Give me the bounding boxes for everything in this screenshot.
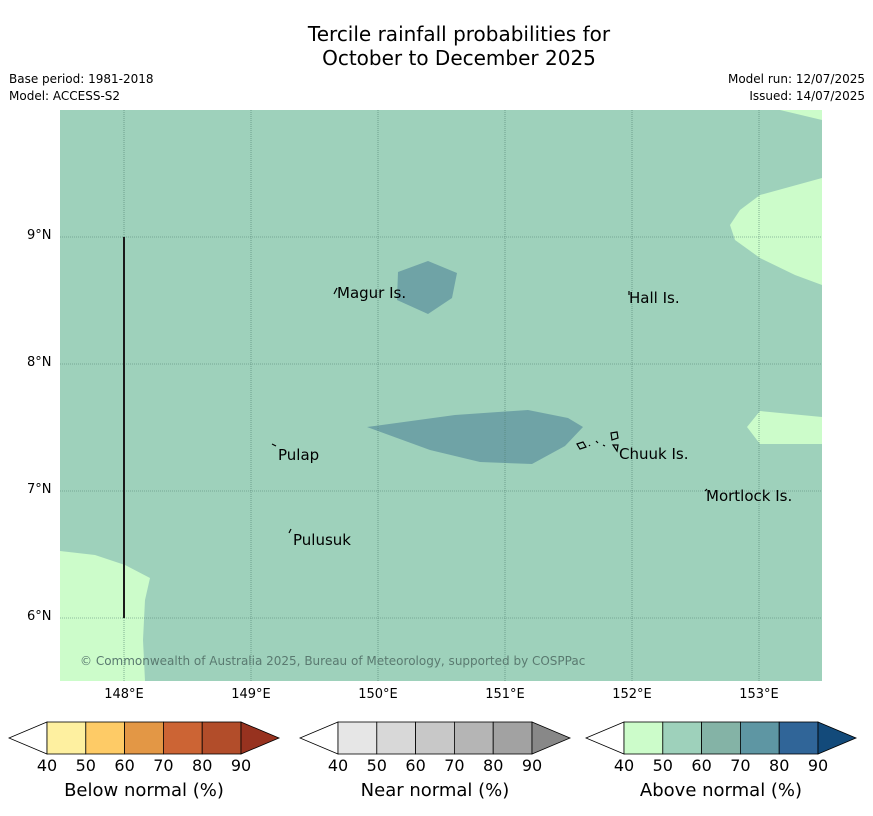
lat-label: 9°N <box>27 228 52 243</box>
lat-label: 7°N <box>27 482 52 497</box>
map-title: Tercile rainfall probabilities for Octob… <box>0 22 873 70</box>
lon-label: 148°E <box>104 687 144 702</box>
colorbar-swatch <box>85 721 126 755</box>
place-label: Pulusuk <box>293 531 351 549</box>
probability-field-50-60 <box>60 110 822 681</box>
colorbar-extend-low <box>585 721 625 755</box>
graticule <box>60 110 822 681</box>
island-magur <box>333 287 338 295</box>
base-period: Base period: 1981-2018 <box>9 72 154 86</box>
issued-date: Issued: 14/07/2025 <box>749 89 865 103</box>
colorbar-swatch <box>415 721 455 755</box>
island-chuuk-5 <box>602 444 606 447</box>
colorbar-swatch <box>337 721 378 755</box>
island-pulusuk <box>288 528 292 534</box>
place-label: Hall Is. <box>629 289 680 307</box>
colorbar-swatch <box>739 721 780 755</box>
colorbar-label-near: Near normal (%) <box>360 780 510 801</box>
colorbar-extend-high <box>531 721 572 755</box>
colorbar-tick-label: 50 <box>75 756 96 775</box>
colorbar-extend-high <box>240 721 281 755</box>
colorbar-swatch <box>376 721 417 755</box>
place-label: Mortlock Is. <box>706 487 792 505</box>
region-above-60-central <box>367 410 583 464</box>
place-label: Pulap <box>278 446 319 464</box>
colorbar-tick-label: 40 <box>613 756 635 775</box>
colorbar-tick-label: 70 <box>153 756 174 775</box>
colorbar-tick-label: 60 <box>405 756 426 775</box>
colorbar-tick-label: 70 <box>444 756 465 775</box>
island-mortlock <box>704 488 708 492</box>
colorbar-swatch <box>162 721 203 755</box>
island-chuuk-4 <box>595 440 599 444</box>
island-chuuk-2 <box>610 431 619 441</box>
island-chuuk-3 <box>611 444 619 453</box>
lon-label: 152°E <box>612 687 652 702</box>
region-above-40-bottom-left <box>60 551 150 681</box>
colorbar-tick-label: 40 <box>327 756 349 775</box>
colorbar-tick-label: 90 <box>230 756 252 775</box>
colorbar-near <box>299 721 572 755</box>
model-run: Model run: 12/07/2025 <box>727 72 865 86</box>
title-line-1: Tercile rainfall probabilities for <box>307 22 611 46</box>
meta-right: Model run: 12/07/2025 Issued: 14/07/2025 <box>728 71 865 105</box>
colorbar-swatch <box>701 721 741 755</box>
region-above-40-top-right <box>780 110 822 120</box>
place-label: Chuuk Is. <box>619 445 688 463</box>
colorbar-tick-label: 60 <box>691 756 712 775</box>
colorbar-label-below: Below normal (%) <box>64 780 224 801</box>
colorbar-tick-label: 80 <box>192 756 213 775</box>
colorbar-swatch <box>492 721 533 755</box>
colorbar-label-above: Above normal (%) <box>639 780 803 801</box>
colorbar-swatch <box>662 721 703 755</box>
colorbar-tick-label: 90 <box>521 756 543 775</box>
region-above-60-north <box>397 261 457 314</box>
island-outlines <box>271 287 708 534</box>
colorbar-tick-label: 80 <box>769 756 790 775</box>
lat-label: 8°N <box>27 355 52 370</box>
colorbar-swatch <box>201 721 242 755</box>
colorbar-tick-label: 40 <box>36 756 58 775</box>
island-pulap <box>271 443 277 447</box>
lon-label: 150°E <box>358 687 398 702</box>
region-above-40-right-upper <box>730 178 822 285</box>
colorbar-tick-label: 70 <box>730 756 751 775</box>
colorbar-tick-label: 80 <box>483 756 504 775</box>
colorbar-above <box>585 721 858 755</box>
colorbar-tick-label: 60 <box>114 756 135 775</box>
copyright-notice: © Commonwealth of Australia 2025, Bureau… <box>80 654 585 668</box>
colorbar-swatch <box>623 721 664 755</box>
colorbar-below <box>8 721 281 755</box>
lat-label: 6°N <box>27 609 52 624</box>
colorbar-swatch <box>778 721 819 755</box>
lon-label: 149°E <box>231 687 271 702</box>
model-name: Model: ACCESS-S2 <box>9 89 121 103</box>
region-above-40-right-middle <box>747 411 822 444</box>
title-line-2: October to December 2025 <box>322 46 596 70</box>
lon-label: 153°E <box>739 687 779 702</box>
colorbar-extend-low <box>299 721 339 755</box>
colorbar-swatch <box>46 721 87 755</box>
colorbar-tick-label: 50 <box>366 756 387 775</box>
place-label: Magur Is. <box>337 284 406 302</box>
colorbar-extend-low <box>8 721 48 755</box>
island-chuuk-1 <box>576 441 587 450</box>
lon-label: 151°E <box>485 687 525 702</box>
meta-left: Base period: 1981-2018 Model: ACCESS-S2 <box>9 71 154 105</box>
colorbar-swatch <box>453 721 494 755</box>
colorbar-extend-high <box>817 721 858 755</box>
map-area: Magur Is. Hall Is. Pulap Chuuk Is. Mortl… <box>60 110 822 681</box>
colorbar-swatch <box>124 721 164 755</box>
colorbar-tick-label: 90 <box>807 756 829 775</box>
island-chuuk-6 <box>588 444 591 447</box>
colorbar-tick-label: 50 <box>652 756 673 775</box>
